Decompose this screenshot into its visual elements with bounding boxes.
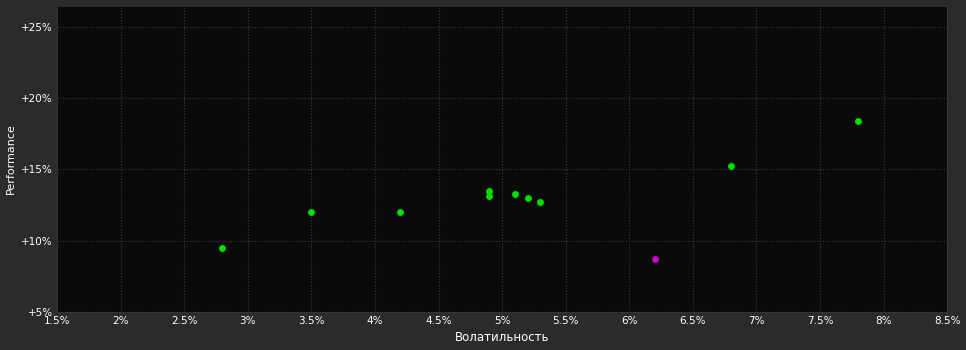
Point: [303, 209, 319, 215]
Point: [520, 195, 535, 201]
Y-axis label: Performance: Performance: [6, 123, 15, 194]
Point: [482, 188, 497, 194]
Point: [724, 164, 739, 169]
X-axis label: Волатильность: Волатильность: [455, 331, 550, 344]
Point: [850, 118, 866, 124]
Point: [532, 199, 548, 205]
Point: [214, 245, 230, 251]
Point: [507, 191, 523, 196]
Point: [647, 256, 663, 262]
Point: [482, 194, 497, 199]
Point: [392, 209, 408, 215]
